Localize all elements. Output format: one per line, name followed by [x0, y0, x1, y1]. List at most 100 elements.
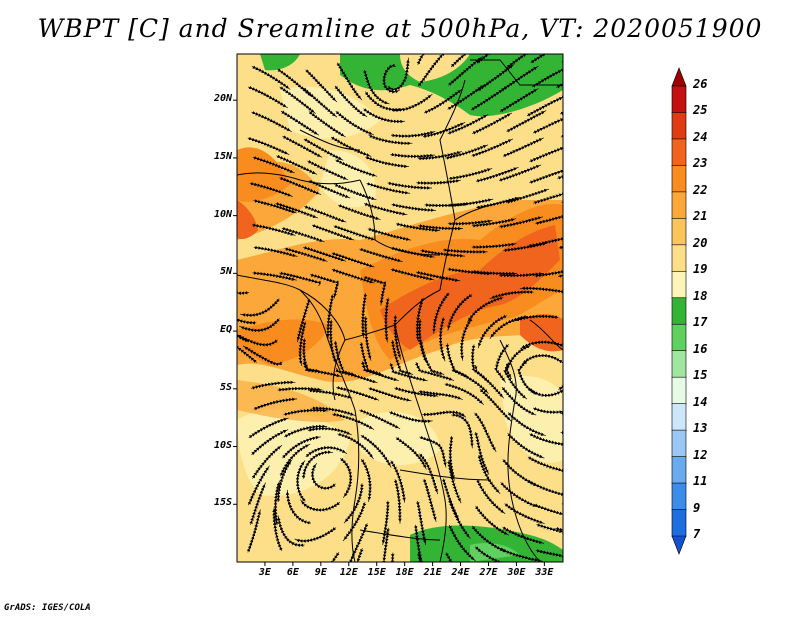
streamline — [448, 56, 483, 86]
streamline — [422, 478, 437, 522]
streamline — [558, 239, 563, 250]
streamline — [565, 546, 608, 558]
axis-ticks — [233, 99, 545, 566]
streamline — [558, 267, 563, 278]
streamline — [416, 179, 461, 185]
streamline — [526, 95, 563, 117]
colorbar-level-label: 11 — [693, 474, 708, 489]
streamlines — [237, 54, 608, 562]
streamline — [563, 459, 607, 465]
streamline — [560, 401, 563, 416]
streamline — [389, 410, 433, 423]
colorbar-level-label: 17 — [693, 315, 708, 330]
colorbar-level-label: 15 — [693, 368, 708, 383]
streamline — [360, 458, 372, 502]
streamline — [472, 112, 513, 135]
streamline — [521, 353, 563, 365]
streamline — [307, 426, 352, 436]
streamline — [381, 527, 390, 562]
streamline — [438, 317, 446, 362]
streamline — [387, 57, 410, 92]
streamline — [298, 321, 307, 366]
streamline — [528, 235, 563, 248]
streamline — [432, 292, 450, 334]
streamline — [533, 114, 563, 134]
credit-text: GrADS: IGES/COLA — [4, 603, 91, 613]
streamline — [391, 203, 436, 212]
streamline — [253, 397, 298, 411]
streamline — [447, 293, 473, 331]
streamline — [335, 110, 374, 136]
streamline — [237, 334, 278, 347]
streamline — [416, 270, 461, 282]
streamline — [247, 136, 290, 156]
streamline — [384, 297, 390, 343]
streamline — [361, 293, 368, 338]
colorbar-swatch — [671, 350, 687, 378]
colorbar-level-label: 7 — [693, 527, 701, 541]
x-tick-label: 24E — [451, 567, 470, 578]
streamline — [533, 503, 563, 519]
streamline — [330, 136, 372, 157]
streamline — [310, 462, 336, 491]
streamline — [529, 167, 563, 184]
x-tick-label: 21E — [423, 567, 442, 578]
colorbar-level-label: 26 — [693, 77, 708, 91]
streamline — [498, 164, 542, 182]
colorbar-level-label: 13 — [693, 421, 708, 436]
streamline — [562, 225, 563, 226]
streamline — [363, 275, 387, 306]
streamline — [557, 165, 563, 180]
colorbar-level-label: 23 — [693, 156, 708, 171]
streamline — [565, 150, 608, 161]
streamline — [349, 548, 364, 562]
streamline — [284, 424, 328, 438]
streamline — [294, 527, 337, 543]
streamline — [561, 191, 563, 204]
streamline — [560, 123, 563, 139]
colorbar-level-label: 14 — [693, 394, 708, 409]
colorbar-level-label: 16 — [693, 341, 708, 356]
colorbar-swatch — [671, 138, 687, 167]
y-tick-label: 15S — [213, 497, 232, 509]
streamline — [363, 108, 406, 124]
colorbar-swatch — [671, 85, 687, 114]
streamline — [415, 297, 425, 343]
colorbar-swatch — [671, 482, 687, 511]
streamline — [417, 552, 433, 562]
x-tick-label: 6E — [286, 567, 299, 578]
colorbar-swatch — [671, 509, 687, 537]
streamline — [418, 224, 464, 231]
streamline — [530, 54, 563, 64]
streamline — [467, 296, 504, 323]
streamline — [307, 160, 349, 181]
x-tick-label: 30E — [507, 567, 526, 578]
streamline — [500, 65, 539, 92]
colorbar-swatch — [671, 112, 687, 140]
y-tick-label: 10N — [213, 208, 232, 220]
x-tick-label: 18E — [395, 567, 414, 578]
streamline — [504, 344, 531, 380]
streamline — [561, 54, 563, 64]
colorbar-level-label: 21 — [693, 209, 708, 224]
colorbar — [671, 67, 687, 555]
streamline — [502, 526, 544, 544]
streamline — [474, 412, 497, 453]
x-tick-label: 12E — [339, 567, 358, 578]
streamline — [319, 552, 340, 562]
streamline — [535, 548, 563, 561]
streamline — [335, 158, 378, 177]
colorbar-swatch — [671, 323, 687, 352]
colorbar-swatch — [671, 244, 687, 273]
streamline — [338, 204, 381, 220]
streamline — [363, 202, 408, 216]
streamline — [420, 249, 466, 258]
streamline — [331, 251, 375, 268]
x-tick-label: 9E — [314, 567, 327, 578]
streamline — [365, 155, 410, 168]
streamline — [393, 479, 402, 524]
field-hottest-core — [380, 225, 560, 350]
streamline — [359, 247, 403, 263]
streamline — [532, 66, 563, 88]
colorbar-level-label: 24 — [693, 129, 708, 144]
